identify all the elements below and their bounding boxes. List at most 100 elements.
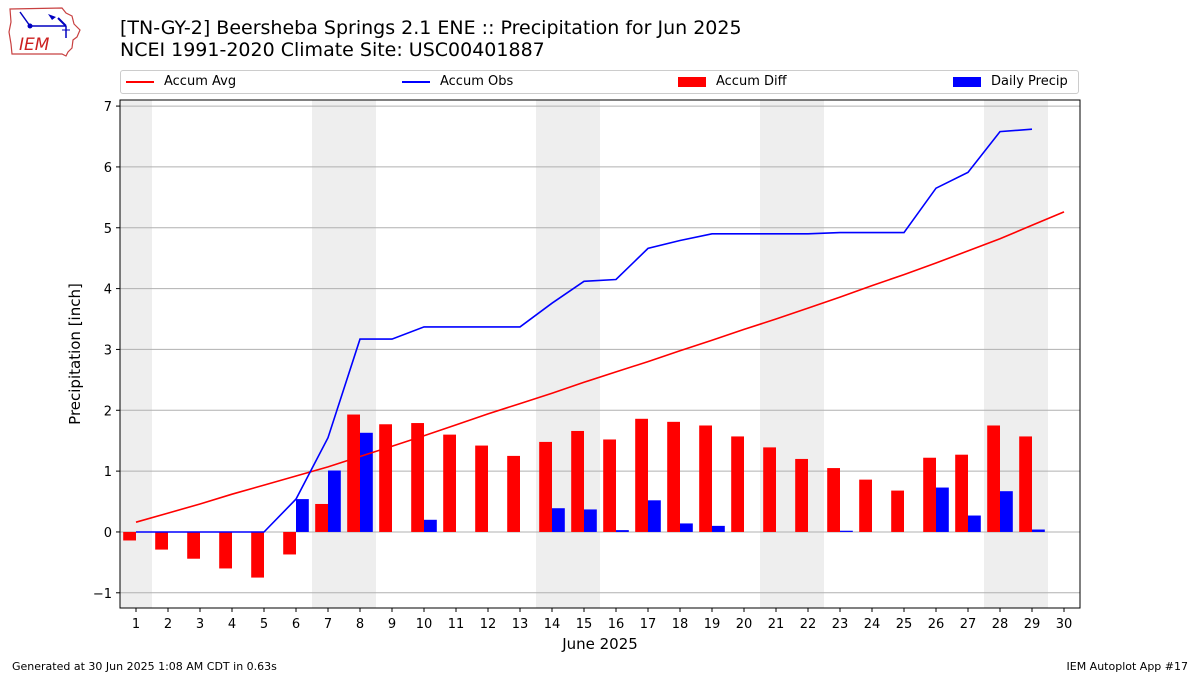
accum-diff-bar	[635, 418, 648, 532]
chart-title: [TN-GY-2] Beersheba Springs 2.1 ENE :: P…	[120, 17, 742, 39]
x-tick-label: 28	[992, 617, 1009, 632]
x-tick-label: 19	[704, 617, 721, 632]
accum-diff-bar	[955, 454, 968, 532]
accum-diff-bar	[827, 468, 840, 532]
y-tick-label: 5	[104, 222, 112, 237]
bars	[123, 414, 1045, 578]
plot-area	[119, 99, 1081, 609]
iem-logo: IEM	[8, 7, 81, 57]
x-tick-label: 25	[896, 617, 913, 632]
y-tick-label: 1	[104, 465, 112, 480]
x-tick-label: 5	[260, 617, 268, 632]
x-tick-label: 24	[864, 617, 881, 632]
accum-diff-bar	[219, 531, 232, 569]
accum-diff-bar	[571, 430, 584, 532]
x-tick-label: 30	[1056, 617, 1073, 632]
x-tick-label: 23	[832, 617, 849, 632]
accum-diff-bar	[795, 458, 808, 532]
daily-precip-bar	[840, 530, 853, 532]
accum-diff-bar	[315, 503, 328, 532]
accum-diff-bar	[411, 423, 424, 532]
y-tick-label: 2	[104, 404, 112, 419]
x-tick-label: 29	[1024, 617, 1041, 632]
daily-precip-bar	[1032, 529, 1045, 532]
daily-precip-bar	[424, 519, 437, 532]
x-tick-label: 11	[448, 617, 465, 632]
legend-swatch	[678, 76, 706, 87]
y-axis-label: Precipitation [inch]	[66, 283, 84, 425]
x-tick-label: 4	[228, 617, 236, 632]
x-tick-label: 17	[640, 617, 657, 632]
x-tick-label: 1	[132, 617, 140, 632]
x-tick-label: 14	[544, 617, 561, 632]
accum-diff-bar	[443, 434, 456, 532]
daily-precip-bar	[712, 525, 725, 532]
x-tick-label: 6	[292, 617, 300, 632]
x-tick-label: 2	[164, 617, 172, 632]
daily-precip-bar	[296, 499, 309, 532]
x-tick-label: 15	[576, 617, 593, 632]
x-tick-label: 27	[960, 617, 977, 632]
chart-subtitle: NCEI 1991-2020 Climate Site: USC00401887	[120, 39, 545, 61]
weekend-band	[120, 100, 152, 608]
accum-diff-bar	[187, 531, 200, 559]
iowa-outline-icon	[8, 7, 81, 57]
generated-note: Generated at 30 Jun 2025 1:08 AM CDT in …	[12, 660, 277, 673]
x-tick-label: 13	[512, 617, 529, 632]
daily-precip-bar	[328, 470, 341, 532]
legend-label: Daily Precip	[991, 74, 1068, 89]
accum-diff-bar	[347, 414, 360, 532]
accum-diff-bar	[155, 531, 168, 550]
legend-item-accum-obs: Accum Obs	[402, 74, 513, 89]
x-tick-label: 10	[416, 617, 433, 632]
daily-precip-bar	[968, 515, 981, 532]
accum-diff-bar	[667, 421, 680, 532]
accum-diff-bar	[507, 455, 520, 532]
legend-label: Accum Obs	[440, 74, 514, 89]
y-tick-label: 4	[104, 283, 112, 298]
daily-precip-bar	[680, 523, 693, 532]
accum-diff-bar	[923, 457, 936, 532]
daily-precip-bar	[936, 487, 949, 532]
legend-swatch	[126, 80, 154, 83]
x-tick-label: 18	[672, 617, 689, 632]
y-tick-label: 7	[104, 100, 112, 115]
accum-diff-bar	[603, 439, 616, 532]
accum-avg-line	[135, 211, 1065, 523]
x-tick-label: 16	[608, 617, 625, 632]
accum-diff-bar	[539, 441, 552, 532]
legend-swatch	[402, 80, 430, 83]
daily-precip-bar	[1000, 491, 1013, 532]
y-tick-label: 3	[104, 343, 112, 358]
daily-precip-bar	[552, 508, 565, 532]
y-tick-label: −1	[93, 587, 112, 602]
accum-diff-bar	[475, 445, 488, 532]
x-tick-label: 12	[480, 617, 497, 632]
accum-diff-bar	[699, 425, 712, 532]
app-credit: IEM Autoplot App #17	[1066, 660, 1189, 673]
daily-precip-bar	[360, 432, 373, 532]
accum-obs-line	[136, 128, 1033, 533]
legend-item-accum-diff: Accum Diff	[678, 74, 787, 89]
legend-item-daily-precip: Daily Precip	[953, 74, 1068, 89]
x-tick-label: 22	[800, 617, 817, 632]
x-tick-label: 21	[768, 617, 785, 632]
x-axis-label: June 2025	[561, 635, 638, 653]
daily-precip-bar	[648, 500, 661, 532]
x-tick-label: 7	[324, 617, 332, 632]
y-tick-label: 0	[104, 526, 112, 541]
y-tick-label: 6	[104, 161, 112, 176]
legend-label: Accum Avg	[164, 74, 237, 89]
x-tick-label: 8	[356, 617, 364, 632]
legend-swatch	[953, 76, 981, 87]
accum-diff-bar	[1019, 436, 1032, 532]
daily-precip-bar	[616, 530, 629, 532]
legend: Accum Avg Accum Obs Accum Diff Daily Pre…	[120, 70, 1079, 94]
accum-diff-bar	[891, 490, 904, 532]
lines	[135, 128, 1065, 533]
x-tick-label: 26	[928, 617, 945, 632]
logo-text: IEM	[19, 35, 50, 55]
x-tick-label: 9	[388, 617, 396, 632]
accum-diff-bar	[859, 479, 872, 532]
